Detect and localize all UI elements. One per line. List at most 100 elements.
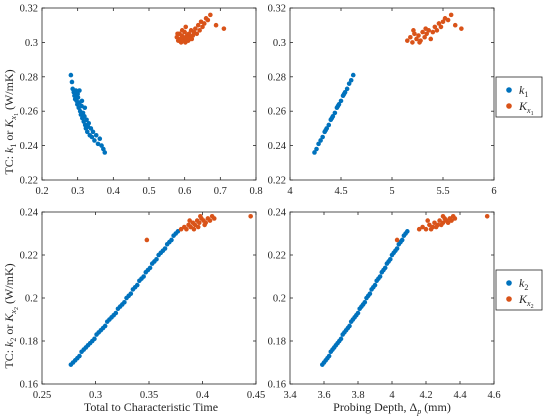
x-tick-label: 0.4 xyxy=(107,186,121,197)
blue-data-point xyxy=(382,265,388,271)
orange-data-point xyxy=(144,237,150,243)
x-tick-label: 0.45 xyxy=(247,390,265,401)
y-tick-label: 0.18 xyxy=(268,337,286,348)
top-right-panel: 4 4.5 5 5.5 6 0.22 0.24 0.26 0.28 0.3 0.32 xyxy=(268,4,497,198)
orange-data-point xyxy=(221,26,227,31)
orange-data-point xyxy=(202,222,207,228)
orange-data-point xyxy=(405,38,410,43)
panel-frame xyxy=(289,7,495,181)
orange-data-point xyxy=(449,218,454,223)
blue-data-point xyxy=(367,291,373,297)
blue-data-point xyxy=(377,274,383,279)
orange-data-point xyxy=(428,36,434,42)
y-tick-label: 0.24 xyxy=(20,208,39,219)
y-tick-label: 0.22 xyxy=(20,251,38,262)
orange-data-point xyxy=(427,222,432,228)
blue-data-point xyxy=(77,88,82,93)
blue-data-point xyxy=(341,91,347,97)
bottom-right-x-axis-label: Probing Depth, Δp (mm) xyxy=(333,400,451,416)
blue-data-point xyxy=(113,310,119,316)
y-tick-label: 0.3 xyxy=(25,38,38,49)
orange-data-point xyxy=(425,218,431,223)
blue-data-point xyxy=(332,110,338,116)
orange-data-point xyxy=(201,21,207,26)
blue-data-point xyxy=(314,146,319,152)
orange-data-point xyxy=(423,226,429,232)
orange-data-point xyxy=(410,40,415,45)
y-tick-label: 0.22 xyxy=(268,176,286,187)
legend-top: k1 Kx1 xyxy=(495,76,543,118)
orange-data-point xyxy=(422,34,427,40)
blue-data-point xyxy=(99,143,104,148)
orange-data-point xyxy=(438,24,444,30)
orange-data-point xyxy=(436,21,442,26)
orange-data-point xyxy=(179,28,185,33)
blue-data-point xyxy=(346,81,352,86)
blue-data-point xyxy=(69,79,75,85)
blue-data-point xyxy=(162,246,168,251)
orange-data-point xyxy=(394,237,400,243)
blue-data-point xyxy=(80,110,86,116)
x-tick-label: 0.35 xyxy=(140,390,158,401)
y-tick-label: 0.26 xyxy=(20,107,38,118)
blue-data-point xyxy=(128,291,134,297)
y-tick-label: 0.18 xyxy=(20,337,38,348)
blue-data-point xyxy=(399,237,405,243)
x-tick-label: 0.5 xyxy=(142,186,155,197)
x-tick-label: 0.3 xyxy=(89,390,102,401)
blue-data-point xyxy=(147,265,153,271)
orange-data-point xyxy=(414,36,419,42)
legend-marker-k1 xyxy=(506,87,512,93)
x-tick-label: 0.2 xyxy=(35,186,48,197)
legend-marker-k2 xyxy=(506,280,512,286)
orange-data-point xyxy=(420,29,425,35)
orange-data-point xyxy=(445,17,451,23)
orange-data-point xyxy=(452,216,458,221)
x-tick-label: 6 xyxy=(491,186,496,197)
y-tick-label: 0.26 xyxy=(268,107,286,118)
legend-marker-kx2 xyxy=(506,296,512,302)
orange-data-point xyxy=(433,224,439,230)
blue-data-point xyxy=(154,257,159,262)
orange-data-point xyxy=(185,38,191,43)
orange-data-point xyxy=(183,24,189,30)
orange-data-point xyxy=(205,17,211,23)
orange-data-point xyxy=(437,218,442,223)
blue-data-point xyxy=(372,282,378,288)
x-tick-label: 4.2 xyxy=(419,390,432,401)
bottom-left-x-axis-label: Total to Characteristic Time xyxy=(84,400,218,414)
orange-data-point xyxy=(175,31,180,37)
blue-data-point xyxy=(141,274,146,279)
orange-data-point xyxy=(194,31,200,37)
x-tick-label: 3.8 xyxy=(351,390,364,401)
panel-frame xyxy=(41,211,257,385)
blue-data-point xyxy=(84,129,90,135)
blue-data-point xyxy=(348,77,354,83)
orange-data-point xyxy=(195,224,201,230)
orange-data-point xyxy=(445,220,451,226)
x-tick-label: 5 xyxy=(389,186,394,197)
x-tick-label: 4 xyxy=(287,186,293,197)
bottom-left-panel: 0.25 0.3 0.35 0.4 0.45 0.16 0.18 0.2 0.22 0.24 xyxy=(20,208,266,402)
x-tick-label: 5.5 xyxy=(436,186,449,197)
blue-data-point xyxy=(101,146,106,152)
blue-data-point xyxy=(122,300,127,305)
y-tick-label: 0.2 xyxy=(25,294,38,305)
y-tick-label: 0.3 xyxy=(273,38,286,49)
orange-data-point xyxy=(416,33,421,38)
blue-data-point xyxy=(329,115,335,121)
blue-data-point xyxy=(312,150,317,155)
x-tick-label: 0.8 xyxy=(249,186,262,197)
blue-data-point xyxy=(75,95,81,100)
orange-data-point xyxy=(408,34,413,40)
blue-data-point xyxy=(73,88,79,93)
blue-data-point xyxy=(84,117,89,123)
orange-data-point xyxy=(200,24,205,30)
blue-data-point xyxy=(338,98,344,104)
blue-data-point xyxy=(388,257,393,262)
blue-data-point xyxy=(89,134,95,140)
blue-data-point xyxy=(169,237,174,243)
orange-data-point xyxy=(430,29,436,35)
orange-data-point xyxy=(432,24,438,30)
blue-data-point xyxy=(86,120,92,126)
